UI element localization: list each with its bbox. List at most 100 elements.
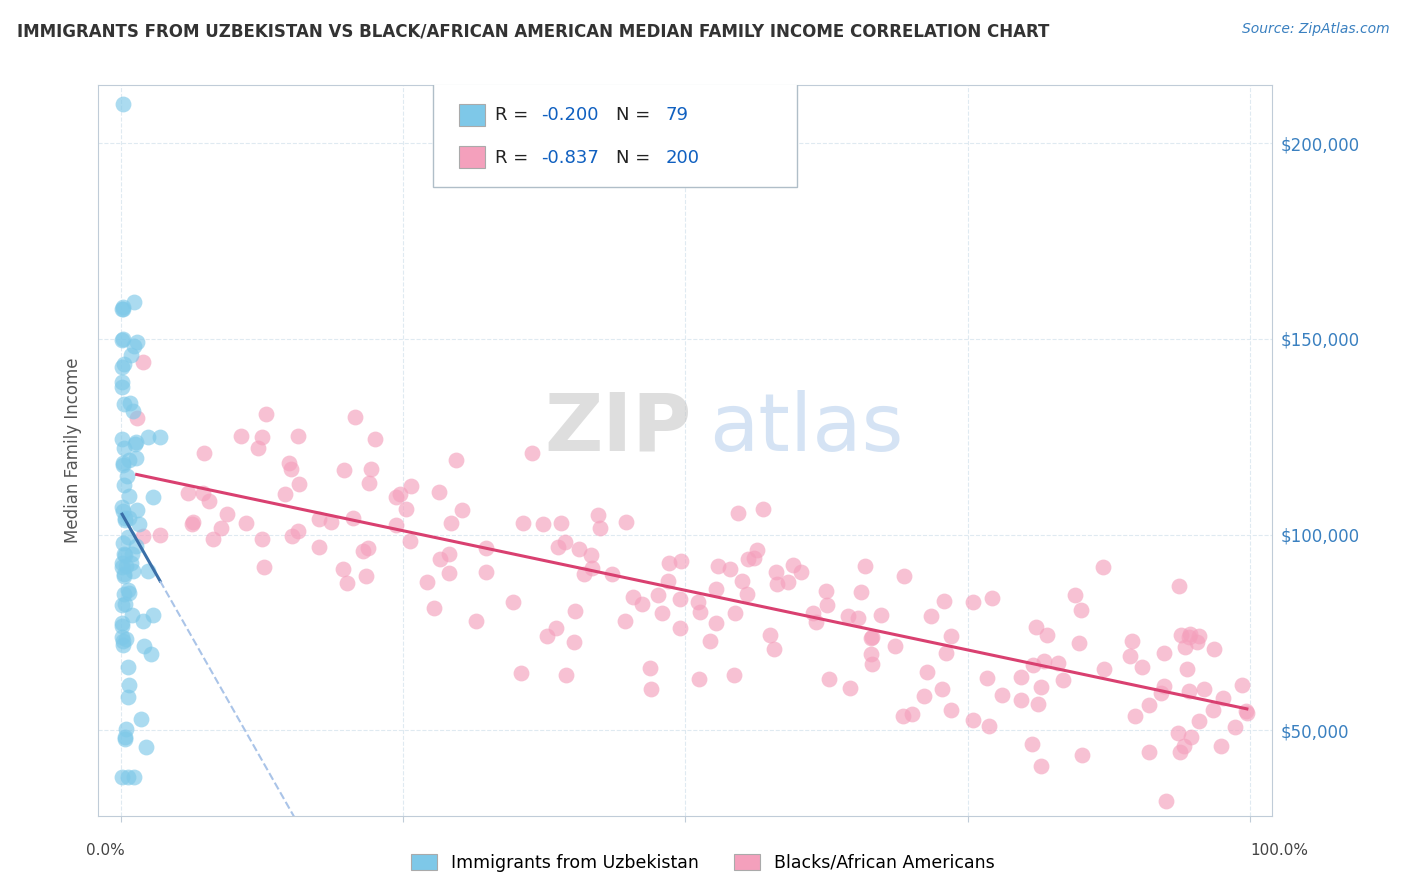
Point (254, 407, 277, 421)
Point (860, 630, 883, 644)
Point (1069, 636, 1091, 650)
Point (512, 516, 534, 531)
Point (112, 569, 135, 583)
Point (747, 542, 769, 557)
FancyBboxPatch shape (458, 103, 485, 127)
Point (114, 732, 136, 747)
Point (437, 566, 460, 580)
Point (870, 607, 893, 622)
Point (1212, 691, 1234, 706)
Point (111, 433, 134, 447)
Point (475, 541, 498, 555)
Point (280, 462, 302, 476)
Point (1168, 745, 1191, 759)
Point (364, 432, 387, 446)
Point (209, 521, 232, 535)
Point (621, 590, 644, 604)
Point (111, 458, 134, 472)
Point (439, 547, 461, 561)
Point (1070, 603, 1092, 617)
Point (217, 507, 239, 521)
Point (112, 357, 135, 371)
Point (111, 300, 134, 314)
Point (1010, 670, 1032, 684)
Point (1236, 706, 1258, 720)
Point (1173, 739, 1195, 753)
Point (132, 529, 155, 543)
Point (112, 567, 135, 582)
Point (1180, 730, 1202, 744)
Y-axis label: Median Family Income: Median Family Income (65, 358, 83, 543)
Point (111, 634, 134, 648)
Point (647, 588, 669, 602)
Point (252, 429, 274, 443)
Point (651, 606, 673, 620)
Point (803, 607, 825, 621)
Point (127, 335, 149, 350)
Point (125, 539, 148, 553)
Point (352, 543, 374, 558)
Point (193, 446, 215, 460)
Point (1046, 656, 1069, 670)
Point (360, 462, 382, 476)
Text: atlas: atlas (709, 390, 903, 467)
Point (568, 542, 591, 557)
Point (112, 587, 135, 601)
Point (125, 411, 148, 425)
Point (114, 513, 136, 527)
Point (399, 533, 422, 548)
Point (177, 485, 200, 500)
Point (444, 452, 467, 467)
Point (111, 360, 134, 375)
Point (1092, 662, 1115, 676)
Point (531, 517, 554, 532)
Point (699, 633, 721, 648)
Point (1153, 646, 1175, 660)
Point (658, 556, 681, 570)
Point (111, 639, 134, 653)
Point (838, 681, 860, 695)
Point (688, 672, 710, 686)
Point (120, 348, 142, 362)
Point (962, 595, 984, 609)
Point (429, 552, 451, 566)
Point (891, 709, 914, 723)
Point (280, 529, 302, 543)
Point (554, 668, 576, 682)
Point (250, 533, 273, 547)
Point (132, 640, 155, 654)
Text: 0.0%: 0.0% (86, 843, 125, 858)
Point (782, 558, 804, 572)
Point (124, 770, 146, 784)
Point (1031, 759, 1053, 773)
Point (231, 428, 253, 442)
Point (1150, 686, 1173, 700)
Point (837, 608, 859, 623)
Point (278, 456, 301, 470)
Point (1170, 627, 1192, 641)
Text: R =: R = (495, 149, 534, 167)
Point (111, 302, 134, 317)
Point (149, 528, 172, 542)
Point (581, 560, 603, 574)
Point (1052, 673, 1074, 687)
Point (131, 712, 153, 726)
Point (124, 339, 146, 353)
Point (554, 534, 576, 549)
Point (1187, 635, 1209, 649)
Point (118, 511, 141, 525)
Point (689, 605, 711, 619)
Point (111, 615, 134, 630)
Point (1121, 633, 1143, 648)
Point (388, 486, 411, 500)
Point (718, 562, 741, 576)
Text: -0.837: -0.837 (541, 149, 599, 167)
Point (111, 97, 134, 112)
Point (815, 584, 838, 599)
Point (1025, 620, 1047, 634)
Point (384, 490, 406, 504)
Text: 100.0%: 100.0% (1250, 843, 1309, 858)
Point (932, 594, 955, 608)
Point (1021, 738, 1043, 752)
Point (354, 569, 377, 583)
